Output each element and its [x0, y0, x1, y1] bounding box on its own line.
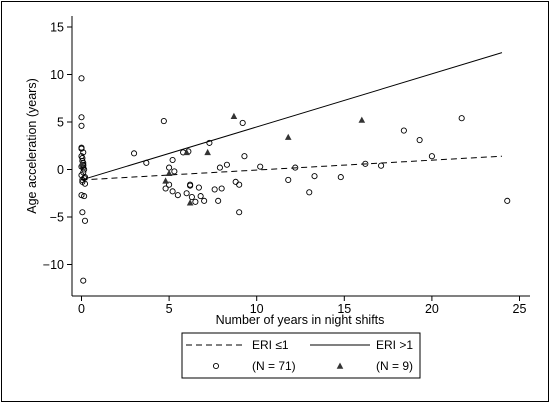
data-point-circle — [206, 139, 213, 146]
data-point-circle — [201, 197, 208, 204]
data-point-triangle — [186, 199, 194, 206]
data-point-circle — [458, 115, 465, 122]
data-point-circle — [337, 174, 344, 181]
data-point-circle — [81, 180, 89, 187]
data-point-circle — [257, 163, 264, 170]
data-point-circle — [378, 162, 385, 169]
y-axis-ticks: −10 −5 0 5 10 15 — [43, 21, 72, 272]
legend-label-n71: (N = 71) — [252, 359, 296, 373]
data-point-circle — [81, 193, 88, 200]
x-tick-label: 10 — [250, 302, 264, 316]
x-tick-label: 20 — [425, 302, 439, 316]
y-tick-label: −5 — [50, 211, 64, 225]
data-point-circle — [239, 119, 246, 126]
data-point-circle — [197, 193, 204, 200]
data-point-triangle — [78, 160, 85, 167]
x-tick-label: 0 — [78, 302, 85, 316]
fit-line-eri-high — [81, 52, 503, 181]
data-point-circle — [428, 153, 435, 160]
data-point-triangle — [165, 169, 173, 176]
data-point-circle — [81, 174, 89, 181]
data-point-triangle — [183, 148, 190, 156]
y-tick-label: 0 — [57, 163, 64, 177]
y-axis-label: Age acceleration (years) — [25, 78, 39, 213]
data-point-circle — [162, 185, 169, 192]
data-point-circle — [79, 209, 86, 216]
data-point-circle — [81, 174, 88, 182]
data-point-circle — [131, 150, 138, 157]
data-point-circle — [183, 190, 190, 197]
data-point-circle — [160, 118, 167, 125]
data-point-circle — [292, 164, 299, 171]
data-point-circle — [416, 136, 423, 144]
data-points — [78, 75, 511, 284]
data-point-circle — [78, 192, 85, 199]
data-point-circle — [218, 185, 225, 192]
data-point-triangle — [204, 148, 211, 156]
y-tick-label: 5 — [57, 116, 64, 130]
data-point-circle — [81, 166, 88, 173]
data-point-circle — [78, 122, 85, 129]
data-point-circle — [236, 181, 243, 188]
data-point-circle — [195, 184, 202, 191]
data-point-circle — [216, 164, 223, 171]
legend-circle-marker — [212, 362, 220, 370]
x-axis-ticks: 0 5 10 15 20 25 — [78, 296, 526, 316]
data-point-circle — [192, 198, 199, 205]
data-point-circle — [78, 114, 85, 121]
data-point-circle — [80, 277, 87, 284]
fit-line-eri-low — [81, 155, 503, 181]
data-point-triangle — [162, 177, 169, 184]
x-tick-label: 15 — [337, 302, 351, 316]
plot-area: 0 5 10 15 20 25 −10 −5 0 5 10 15 — [43, 16, 530, 316]
y-tick-label: 10 — [50, 68, 64, 82]
data-point-circle — [400, 127, 407, 134]
data-point-circle — [169, 156, 176, 164]
y-tick-label: 15 — [50, 21, 64, 35]
fit-lines — [81, 52, 503, 181]
legend-label-eri-low: ERI ≤1 — [252, 338, 289, 352]
data-point-triangle — [230, 112, 238, 119]
data-point-circle — [504, 197, 511, 204]
x-tick-label: 25 — [513, 302, 527, 316]
data-point-circle — [241, 153, 248, 160]
data-point-circle — [81, 217, 89, 224]
data-point-circle — [285, 176, 292, 183]
data-point-circle — [187, 182, 194, 189]
legend-label-eri-high: ERI >1 — [376, 338, 413, 352]
legend: ERI ≤1 ERI >1 (N = 71) (N = 9) — [181, 332, 421, 379]
legend-label-n9: (N = 9) — [376, 359, 413, 373]
data-point-circle — [78, 75, 85, 82]
data-point-circle — [169, 188, 176, 195]
data-point-circle — [174, 192, 181, 199]
data-point-circle — [306, 189, 313, 196]
data-point-circle — [143, 159, 150, 166]
data-point-circle — [362, 160, 369, 167]
data-point-circle — [215, 197, 222, 204]
legend-box — [181, 332, 421, 379]
legend-triangle-marker — [336, 362, 344, 369]
x-axis-label: Number of years in night shifts — [216, 313, 385, 327]
data-point-circle — [188, 193, 195, 201]
data-point-circle — [211, 186, 218, 193]
data-point-circle — [223, 161, 230, 168]
data-point-circle — [171, 168, 178, 175]
data-point-circle — [311, 173, 318, 180]
data-point-triangle — [284, 133, 292, 140]
data-point-circle — [166, 181, 173, 188]
data-point-circle — [236, 209, 243, 216]
y-tick-label: −10 — [43, 258, 64, 272]
data-point-circle — [78, 144, 85, 151]
x-tick-label: 5 — [166, 302, 173, 316]
data-point-triangle — [358, 116, 366, 123]
